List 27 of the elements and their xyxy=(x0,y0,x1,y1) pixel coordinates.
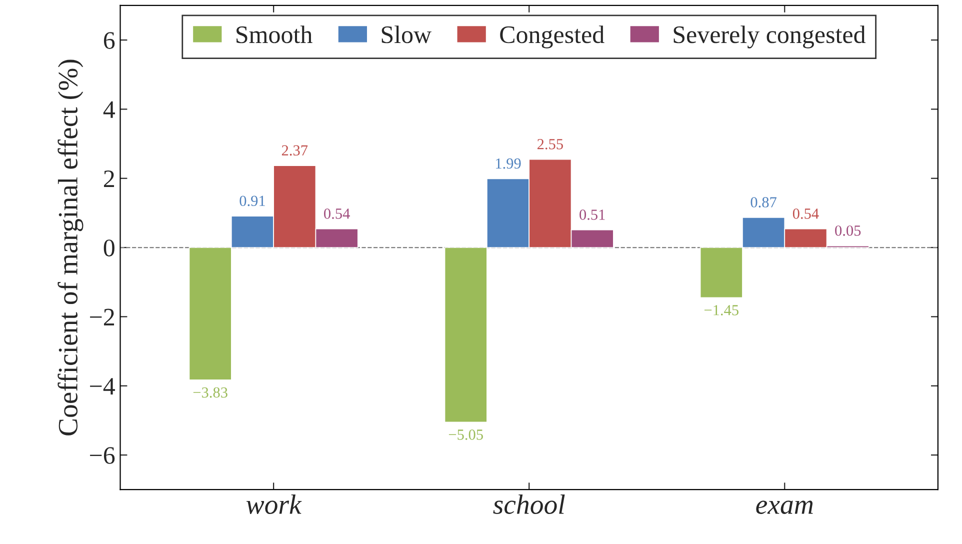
data-label: 2.37 xyxy=(282,145,308,156)
data-label: 1.99 xyxy=(496,158,521,169)
y-tick-label: −2 xyxy=(90,308,114,326)
data-label: 0.91 xyxy=(240,196,265,206)
x-tick-label: work xyxy=(246,494,302,514)
data-label: 0.87 xyxy=(750,197,776,208)
data-label: 0.05 xyxy=(835,225,861,236)
y-tick-label: 6 xyxy=(104,32,115,49)
x-tick-label: school xyxy=(493,494,565,514)
y-axis-title: Coefficient of marginal effect (%) xyxy=(58,60,84,436)
data-label: 0.51 xyxy=(580,210,605,220)
legend-label: Smooth xyxy=(236,26,312,44)
data-label: 0.54 xyxy=(324,208,350,219)
y-tick-label: 2 xyxy=(104,170,114,188)
y-tick-label: −6 xyxy=(90,447,115,464)
y-tick-label: −4 xyxy=(90,378,115,395)
legend-label: Severely congested xyxy=(674,26,866,48)
legend-label: Congested xyxy=(500,26,604,48)
data-label: −1.45 xyxy=(704,305,738,316)
data-label: 2.55 xyxy=(537,139,563,150)
y-tick-label: 0 xyxy=(104,240,114,256)
data-label: 0.54 xyxy=(792,208,819,219)
x-tick-label: exam xyxy=(756,500,813,514)
data-label: −3.83 xyxy=(193,387,228,398)
y-tick-label: 4 xyxy=(103,101,115,118)
data-label: −5.05 xyxy=(448,430,483,440)
legend-label: Slow xyxy=(382,26,432,44)
